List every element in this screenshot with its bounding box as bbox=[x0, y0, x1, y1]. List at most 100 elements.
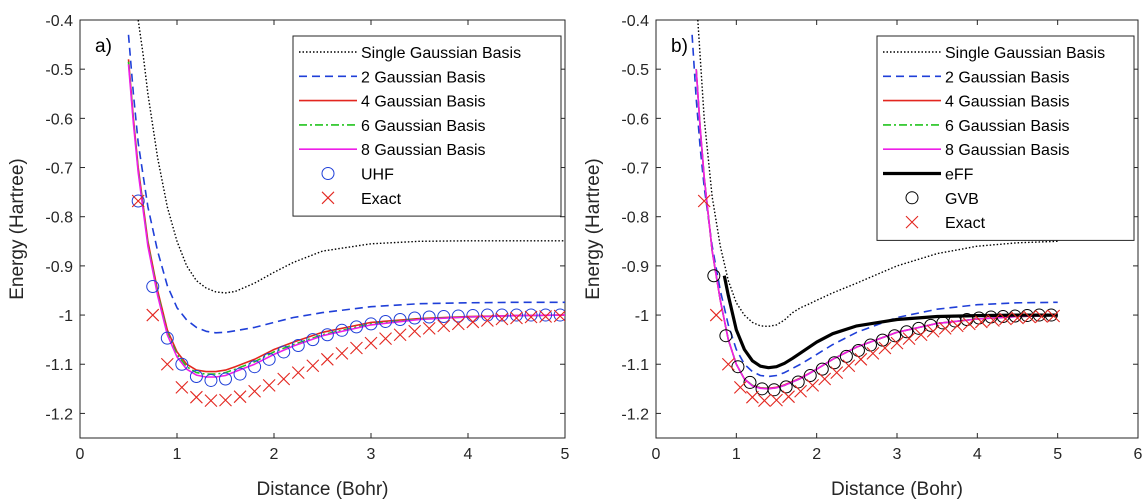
y-tick-label: -0.7 bbox=[621, 161, 649, 178]
data-point bbox=[915, 329, 927, 341]
data-point bbox=[481, 309, 493, 321]
data-point bbox=[249, 385, 261, 397]
y-tick-label: -0.7 bbox=[45, 161, 73, 178]
data-point bbox=[220, 394, 232, 406]
data-point bbox=[855, 353, 867, 365]
data-point bbox=[698, 195, 710, 207]
x-tick-label: 3 bbox=[893, 446, 902, 463]
x-axis-label: Distance (Bohr) bbox=[257, 479, 389, 500]
chart-panel-b: 0 1 2 3 4 5 6 -0.4 -0.5 -0.6 -0.7 -0.8 -0.9 -1 -1.1 -1.… bbox=[583, 13, 1143, 500]
data-point bbox=[511, 312, 523, 324]
y-tick-label: -1 bbox=[59, 308, 73, 325]
x-tick-label: 6 bbox=[1134, 446, 1143, 463]
y-tick-label: -0.6 bbox=[621, 111, 649, 128]
data-point bbox=[877, 334, 889, 346]
data-point bbox=[452, 318, 464, 330]
legend-label: 8 Gaussian Basis bbox=[945, 142, 1070, 159]
legend-label: GVB bbox=[945, 191, 979, 208]
chart-panel-a: 0 1 2 3 4 5 -0.4 -0.5 -0.6 -0.7 -0.8 -0.9 -1 -1.1 -1.2… bbox=[7, 13, 570, 500]
data-point bbox=[864, 339, 876, 351]
data-point bbox=[321, 353, 333, 365]
legend-label: Exact bbox=[361, 191, 402, 208]
data-point bbox=[380, 333, 392, 345]
y-tick-label: -0.5 bbox=[45, 62, 73, 79]
data-point bbox=[307, 360, 319, 372]
panel-label: b) bbox=[671, 36, 688, 57]
y-tick-label: -1 bbox=[635, 308, 649, 325]
panel-label: a) bbox=[95, 36, 112, 57]
data-point bbox=[263, 379, 275, 391]
legend-box bbox=[877, 36, 1134, 240]
x-axis-label: Distance (Bohr) bbox=[831, 479, 963, 500]
legend-label: 8 Gaussian Basis bbox=[361, 142, 486, 159]
legend: Single Gaussian Basis 2 Gaussian Basis 4 G… bbox=[877, 36, 1134, 240]
data-point bbox=[768, 384, 780, 396]
y-tick-label: -1.1 bbox=[621, 357, 649, 374]
x-tick-label: 1 bbox=[173, 446, 182, 463]
data-point bbox=[336, 347, 348, 359]
x-tick-label: 1 bbox=[732, 446, 741, 463]
data-point bbox=[975, 316, 987, 328]
data-point bbox=[734, 381, 746, 393]
data-point bbox=[746, 391, 758, 403]
data-point bbox=[903, 333, 915, 345]
y-tick-label: -0.4 bbox=[621, 13, 649, 30]
data-point bbox=[350, 342, 362, 354]
legend-label: 4 Gaussian Basis bbox=[945, 94, 1070, 111]
legend-label: 6 Gaussian Basis bbox=[361, 118, 486, 135]
legend-label: 2 Gaussian Basis bbox=[361, 69, 486, 86]
y-tick-label: -1.2 bbox=[45, 406, 73, 423]
data-point bbox=[278, 373, 290, 385]
data-point bbox=[394, 329, 406, 341]
legend: Single Gaussian Basis 2 Gaussian Basis 4 G… bbox=[293, 36, 561, 216]
legend-label: 6 Gaussian Basis bbox=[945, 118, 1070, 135]
data-point bbox=[423, 311, 435, 323]
legend-label: 4 Gaussian Basis bbox=[361, 94, 486, 111]
legend-label: Single Gaussian Basis bbox=[945, 45, 1105, 62]
y-tick-label: -1.2 bbox=[621, 406, 649, 423]
x-tick-label: 4 bbox=[973, 446, 982, 463]
legend-label: eFF bbox=[945, 167, 974, 184]
data-point bbox=[292, 367, 304, 379]
data-point bbox=[554, 310, 566, 322]
data-point bbox=[365, 337, 377, 349]
x-tick-label: 5 bbox=[1053, 446, 1062, 463]
x-tick-label: 2 bbox=[270, 446, 279, 463]
y-tick-label: -0.9 bbox=[621, 259, 649, 276]
legend-label: UHF bbox=[361, 167, 394, 184]
legend-label: 2 Gaussian Basis bbox=[945, 69, 1070, 86]
y-tick-label: -0.5 bbox=[621, 62, 649, 79]
x-tick-label: 2 bbox=[812, 446, 821, 463]
data-point bbox=[467, 316, 479, 328]
x-tick-label: 4 bbox=[464, 446, 473, 463]
legend-label: Single Gaussian Basis bbox=[361, 45, 521, 62]
y-tick-label: -0.8 bbox=[621, 210, 649, 227]
y-tick-label: -0.4 bbox=[45, 13, 73, 30]
data-point bbox=[205, 395, 217, 407]
data-point bbox=[409, 325, 421, 337]
series-gvb bbox=[708, 270, 1057, 396]
data-point bbox=[708, 270, 720, 282]
legend-label: Exact bbox=[945, 215, 986, 232]
data-point bbox=[190, 391, 202, 403]
data-point bbox=[891, 337, 903, 349]
x-tick-label: 0 bbox=[652, 446, 661, 463]
data-point bbox=[423, 322, 435, 334]
y-tick-label: -0.8 bbox=[45, 210, 73, 227]
y-tick-label: -1.1 bbox=[45, 357, 73, 374]
data-point bbox=[438, 320, 450, 332]
data-point bbox=[867, 347, 879, 359]
data-point bbox=[879, 342, 891, 354]
data-point bbox=[758, 395, 770, 407]
y-axis-label: Energy (Hartree) bbox=[583, 158, 604, 300]
x-tick-label: 3 bbox=[367, 446, 376, 463]
data-point bbox=[176, 381, 188, 393]
x-tick-label: 0 bbox=[76, 446, 85, 463]
data-point bbox=[234, 391, 246, 403]
series-uhf bbox=[132, 195, 566, 386]
data-point bbox=[161, 358, 173, 370]
data-point bbox=[147, 309, 159, 321]
y-axis-label: Energy (Hartree) bbox=[7, 158, 28, 300]
y-tick-label: -0.9 bbox=[45, 259, 73, 276]
